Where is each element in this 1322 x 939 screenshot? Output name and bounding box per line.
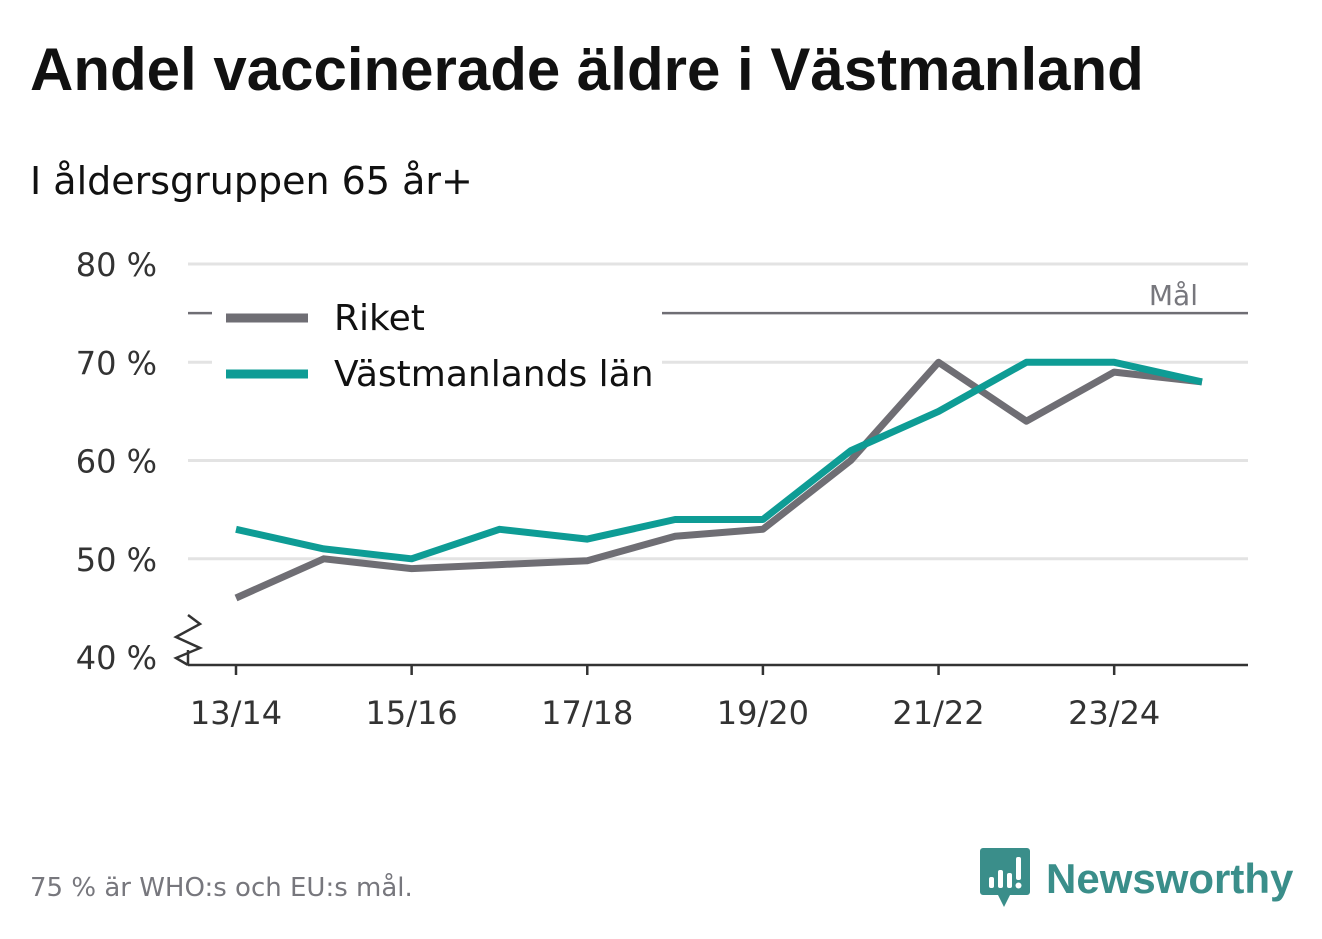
legend-label: Riket <box>334 298 425 339</box>
target-label: Mål <box>1149 279 1198 312</box>
axis-break-icon <box>173 614 204 667</box>
x-tick-label: 19/20 <box>717 694 809 732</box>
footnote: 75 % är WHO:s och EU:s mål. <box>30 873 413 903</box>
series-line-vastmanland <box>235 358 1203 563</box>
newsworthy-logo-icon <box>980 848 1030 907</box>
y-tick-label: 50 % <box>76 541 157 579</box>
y-tick-label: 80 % <box>76 246 157 284</box>
x-tick-label: 21/22 <box>892 694 984 732</box>
y-tick-label: 70 % <box>76 344 157 382</box>
x-tick-label: 23/24 <box>1068 694 1160 732</box>
x-tick-label: 17/18 <box>541 694 633 732</box>
y-tick-label: 40 % <box>76 639 157 677</box>
legend-label: Västmanlands län <box>334 354 654 395</box>
page-subtitle: I åldersgruppen 65 år+ <box>30 159 473 203</box>
y-tick-label: 60 % <box>76 443 157 481</box>
x-tick-label: 15/16 <box>366 694 458 732</box>
brand-name: Newsworthy <box>1046 855 1294 902</box>
series-line-riket <box>234 358 1203 602</box>
brand: Newsworthy <box>980 848 1293 910</box>
x-tick-label: 13/14 <box>190 694 282 732</box>
legend-background <box>212 290 662 398</box>
page-title: Andel vaccinerade äldre i Västmanland <box>30 36 1144 103</box>
